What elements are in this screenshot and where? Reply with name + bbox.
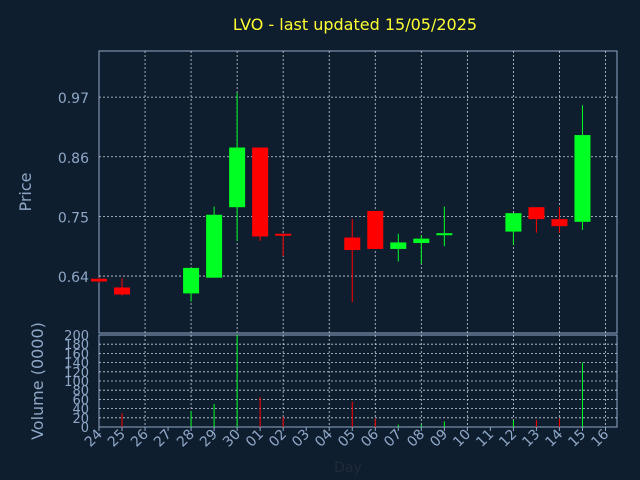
x-tick-label: 06 — [358, 426, 382, 450]
candle — [114, 278, 131, 296]
candle — [505, 213, 522, 246]
x-tick-label: 10 — [450, 427, 474, 451]
candle-body — [413, 238, 430, 243]
candle — [91, 277, 107, 283]
candle — [252, 147, 269, 241]
price-tick-label: 0.75 — [58, 210, 89, 226]
candle-body — [229, 147, 246, 208]
candle-body — [551, 219, 568, 227]
price-tick-label: 0.97 — [58, 91, 89, 107]
candle-body — [528, 207, 545, 220]
volume-tick-label: 100 — [64, 375, 89, 390]
price-frame — [98, 50, 618, 334]
chart-title: LVO - last updated 15/05/2025 — [233, 15, 477, 34]
x-tick-label: 25 — [105, 427, 129, 451]
candle-body — [275, 233, 292, 236]
volume-tick-label: 20 — [72, 412, 89, 427]
candle — [574, 105, 591, 230]
volume-tick-label: 60 — [72, 393, 89, 408]
price-tick-label: 0.64 — [58, 270, 89, 286]
candle — [413, 235, 430, 264]
candle — [206, 206, 223, 278]
x-tick-label: 28 — [174, 427, 198, 451]
x-tick-label: 26 — [128, 426, 152, 450]
price-panel: 0.64 0.75 0.86 0.97 — [58, 50, 618, 334]
candle-body — [183, 267, 200, 294]
x-tick-label: 09 — [427, 427, 451, 451]
candle — [275, 233, 292, 256]
candle-body — [390, 242, 407, 249]
volume-tick-label: 180 — [64, 338, 89, 353]
x-tick-label: 11 — [473, 427, 497, 451]
volume-tick-label: 160 — [64, 347, 89, 362]
x-axis-label: Day — [334, 460, 362, 476]
x-tick-label: 01 — [243, 427, 267, 451]
x-tick-label: 02 — [266, 427, 290, 451]
x-axis: 24 25 26 27 28 29 30 01 02 03 04 05 06 07 08 09 10 11 12 13… — [82, 426, 612, 450]
candle — [551, 207, 568, 233]
volume-tick-label: 80 — [72, 384, 89, 399]
candle-body — [574, 135, 591, 222]
candle — [528, 207, 545, 233]
candle-body — [91, 278, 107, 282]
volume-tick-label: 140 — [64, 357, 89, 372]
volume-tick-label: 0 — [81, 421, 89, 436]
price-tick-label: 0.86 — [58, 151, 89, 167]
candle — [183, 267, 200, 302]
x-tick-label: 08 — [404, 427, 428, 451]
x-tick-label: 27 — [151, 427, 175, 451]
candle-body — [436, 233, 453, 236]
x-tick-label: 05 — [335, 427, 359, 451]
candle — [436, 206, 453, 247]
candle-body — [114, 287, 131, 295]
x-tick-label: 12 — [496, 427, 520, 451]
x-tick-label: 07 — [381, 427, 405, 451]
candle-body — [344, 237, 361, 251]
candle — [390, 233, 407, 262]
volume-axis-label: Volume (0000) — [28, 322, 47, 440]
candle — [367, 210, 384, 249]
volume-tick-label: 200 — [64, 329, 89, 344]
candle — [229, 92, 246, 241]
candle-body — [505, 213, 522, 232]
candle-body — [367, 210, 384, 249]
volume-tick-label: 120 — [64, 366, 89, 381]
volume-tick-label: 40 — [72, 403, 89, 418]
x-tick-label: 14 — [542, 426, 566, 450]
candle — [344, 219, 361, 303]
x-tick-label: 15 — [565, 427, 589, 451]
x-tick-label: 16 — [588, 426, 612, 450]
x-tick-label: 04 — [312, 426, 336, 450]
x-tick-label: 13 — [519, 427, 543, 451]
x-tick-label: 30 — [220, 427, 244, 451]
x-tick-label: 29 — [197, 427, 221, 451]
x-tick-label: 03 — [289, 427, 313, 451]
candle-body — [252, 147, 269, 237]
candle-body — [206, 214, 223, 278]
price-axis-label: Price — [16, 172, 35, 211]
